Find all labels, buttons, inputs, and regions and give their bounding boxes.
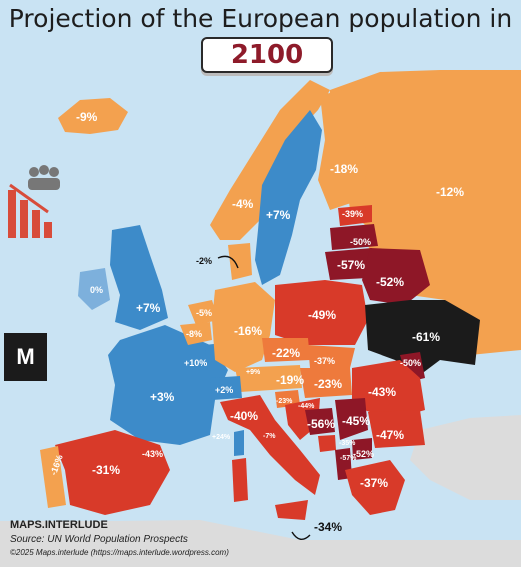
region-latvia xyxy=(330,224,378,250)
region-iceland xyxy=(58,98,128,134)
region-lithuania xyxy=(325,248,372,280)
label-liechtenstein: +9% xyxy=(246,369,261,376)
region-estonia xyxy=(338,205,372,226)
label-switzerland: +2% xyxy=(215,385,234,395)
denmark-arrow xyxy=(217,255,239,269)
label-france: +3% xyxy=(150,390,175,404)
map-title: Projection of the European population in xyxy=(8,4,513,33)
region-russia xyxy=(330,70,521,355)
label-iceland: -9% xyxy=(76,110,98,124)
region-slovakia xyxy=(308,345,355,368)
label-andorra: -43% xyxy=(142,449,164,459)
label-estonia: -39% xyxy=(342,209,364,219)
people-decline-icon xyxy=(8,165,60,238)
label-lithuania: -57% xyxy=(337,258,366,272)
label-czechia: -22% xyxy=(272,346,301,360)
credit-source: Source: UN World Population Prospects xyxy=(10,534,188,545)
label-belarus: -52% xyxy=(376,275,405,289)
region-bulgaria xyxy=(368,410,425,448)
region-romania xyxy=(352,360,425,420)
label-denmark: -2% xyxy=(196,256,213,266)
malta-arrow xyxy=(291,531,311,540)
label-sweden: +7% xyxy=(266,208,291,222)
region-belgium xyxy=(180,322,212,345)
label-ukraine: -61% xyxy=(412,330,441,344)
label-uk: +7% xyxy=(136,301,161,315)
region-uk xyxy=(110,225,168,330)
africa-land xyxy=(0,520,521,567)
label-austria: -19% xyxy=(276,373,305,387)
region-portugal xyxy=(40,446,66,508)
label-italy: -40% xyxy=(230,409,259,423)
label-luxembourg: +10% xyxy=(184,358,208,368)
label-spain: -31% xyxy=(92,463,121,477)
region-czechia xyxy=(262,338,310,362)
label-macedonia: -52% xyxy=(353,449,375,459)
region-hungary xyxy=(300,368,352,398)
label-slovenia: -23% xyxy=(276,398,293,405)
label-russia: -12% xyxy=(436,185,465,199)
region-bosnia xyxy=(305,408,335,435)
label-hungary: -23% xyxy=(314,377,343,391)
label-san-marino: -7% xyxy=(263,433,276,440)
label-finland: -18% xyxy=(330,162,359,176)
region-greece xyxy=(345,460,405,515)
label-moldova: -50% xyxy=(400,358,422,368)
region-macedonia xyxy=(352,438,372,460)
label-belgium: -8% xyxy=(186,329,203,339)
region-finland xyxy=(318,90,370,210)
region-netherlands xyxy=(188,300,218,325)
region-belarus xyxy=(362,248,430,305)
label-malta: -34% xyxy=(314,520,343,534)
region-ireland xyxy=(78,268,110,310)
region-serbia xyxy=(335,398,368,440)
year-badge: 2100 xyxy=(201,37,333,73)
turkey-land xyxy=(410,415,521,500)
credit-copyright: ©2025 Maps.interlude (https://maps.inter… xyxy=(10,548,229,557)
label-ireland: 0% xyxy=(90,285,104,295)
region-sardinia xyxy=(232,458,248,502)
label-monaco: +24% xyxy=(212,434,231,441)
region-poland xyxy=(275,280,368,345)
label-norway: -4% xyxy=(232,197,254,211)
region-austria xyxy=(235,365,302,392)
region-ukraine xyxy=(365,300,480,375)
label-serbia: -45% xyxy=(342,414,371,428)
label-romania: -43% xyxy=(368,385,397,399)
label-albania: -57% xyxy=(340,455,357,462)
region-italy xyxy=(220,395,320,495)
region-france xyxy=(108,325,228,445)
label-latvia: -50% xyxy=(350,237,372,247)
region-corsica xyxy=(234,430,244,456)
label-slovakia: -37% xyxy=(314,356,336,366)
region-denmark xyxy=(228,243,252,280)
region-sicily xyxy=(275,500,308,520)
region-montenegro xyxy=(318,435,336,452)
region-germany xyxy=(212,282,275,372)
brand-logo: M xyxy=(4,333,47,381)
label-bosnia: -56% xyxy=(307,417,336,431)
label-greece: -37% xyxy=(360,476,389,490)
region-sweden xyxy=(255,110,322,285)
region-norway xyxy=(210,80,330,240)
region-spain xyxy=(55,430,170,515)
label-bulgaria: -47% xyxy=(376,428,405,442)
label-netherlands: -5% xyxy=(196,308,213,318)
label-poland: -49% xyxy=(308,308,337,322)
credit-brand: MAPS.INTERLUDE xyxy=(10,519,108,531)
label-montenegro: -35% xyxy=(339,440,356,447)
region-switzerland xyxy=(210,376,242,400)
label-germany: -16% xyxy=(234,324,263,338)
label-croatia: -44% xyxy=(298,403,315,410)
